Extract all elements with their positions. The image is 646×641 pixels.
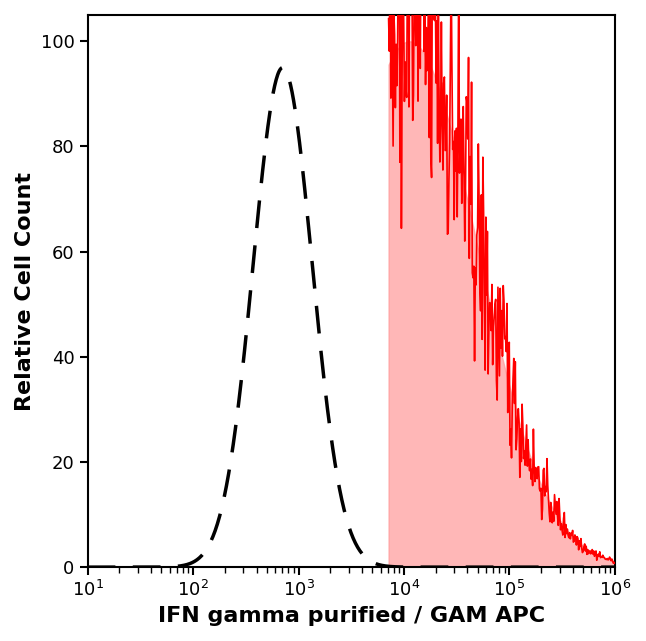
Y-axis label: Relative Cell Count: Relative Cell Count: [15, 172, 35, 411]
X-axis label: IFN gamma purified / GAM APC: IFN gamma purified / GAM APC: [158, 606, 545, 626]
